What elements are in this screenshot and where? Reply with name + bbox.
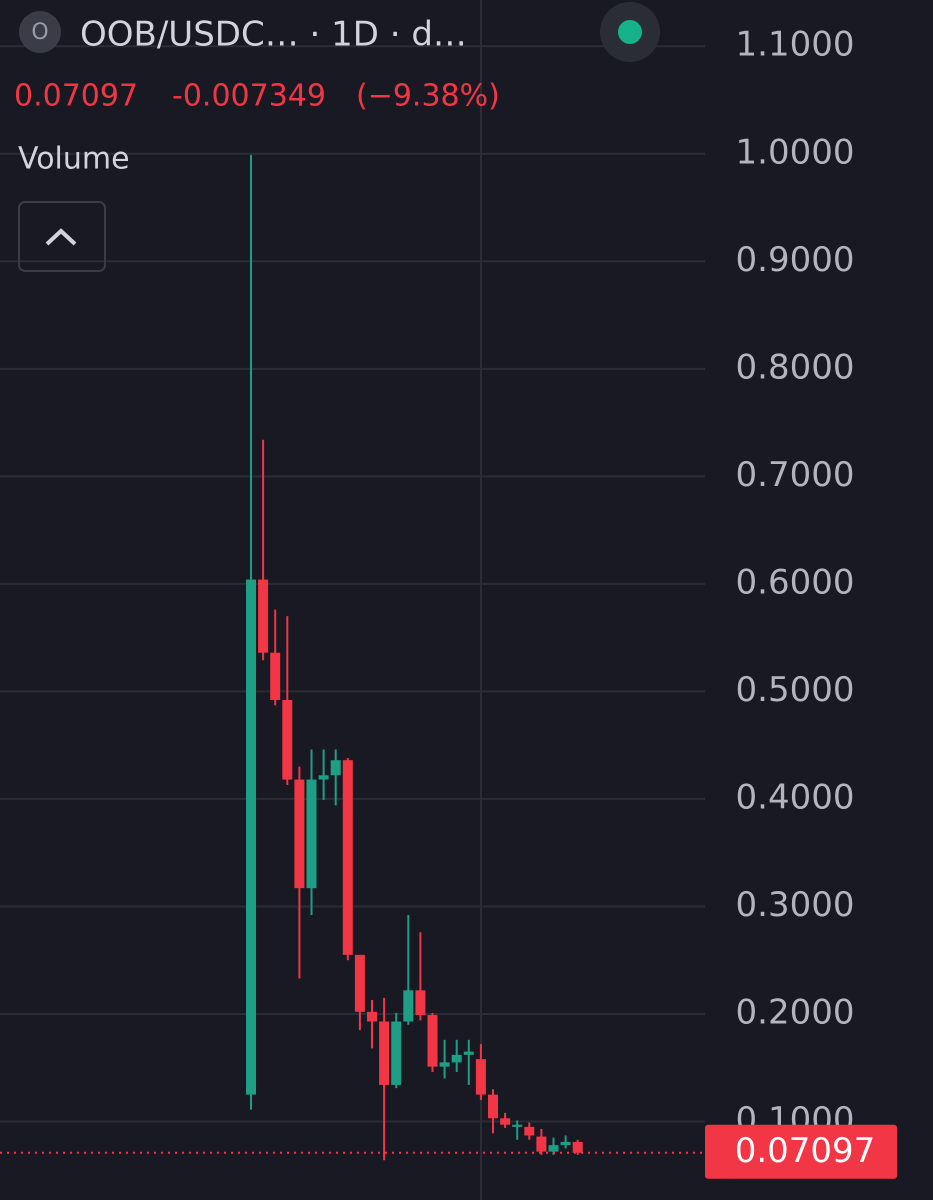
indicator-label: Volume	[18, 142, 130, 177]
candle-body	[439, 1062, 450, 1067]
y-tick-label: 0.2000	[736, 992, 855, 1032]
candle-body	[536, 1136, 547, 1152]
price-tag: 0.07097	[705, 1124, 897, 1179]
candle-body	[560, 1141, 571, 1146]
y-axis: 0.10000.20000.30000.40000.50000.60000.70…	[736, 25, 855, 1140]
y-tick-label: 0.6000	[736, 562, 855, 602]
price-tag-label: 0.07097	[735, 1131, 876, 1171]
candle-body	[306, 779, 317, 889]
candle-body	[294, 779, 305, 889]
candle-body	[572, 1141, 583, 1153]
y-tick-label: 0.3000	[736, 885, 855, 925]
candle-body	[318, 775, 329, 780]
candle-body	[367, 1011, 377, 1022]
last-price: 0.07097	[14, 79, 138, 114]
candle-body	[258, 579, 269, 653]
candle-body	[415, 990, 426, 1016]
candle-body	[512, 1124, 523, 1127]
y-tick-label: 0.4000	[736, 777, 855, 817]
price-change-pct: (−9.38%)	[356, 79, 500, 114]
symbol-icon-letter: O	[31, 20, 48, 45]
y-tick-label: 1.1000	[736, 25, 855, 65]
y-tick-label: 0.9000	[736, 240, 855, 280]
candle-body	[379, 1021, 390, 1085]
y-tick-label: 0.8000	[736, 347, 855, 387]
collapse-button[interactable]	[18, 201, 106, 272]
chevron-icon	[45, 228, 77, 246]
candle-body	[246, 579, 256, 1095]
candle-body	[500, 1118, 511, 1125]
price-change: -0.007349	[172, 79, 326, 114]
candle-body	[282, 700, 293, 780]
candle-body	[427, 1015, 438, 1067]
candle-body	[451, 1054, 462, 1063]
symbol-title[interactable]: OOB/USDC… · 1D · d…	[80, 15, 467, 55]
candle-body	[524, 1126, 535, 1136]
candle-body	[488, 1094, 498, 1119]
y-tick-label: 0.7000	[736, 455, 855, 495]
candle-body	[330, 760, 341, 776]
candle-body	[270, 652, 281, 700]
y-tick-label: 0.5000	[736, 670, 855, 710]
y-tick-label: 1.0000	[736, 132, 855, 172]
candle-body	[391, 1021, 402, 1085]
candle-body	[342, 760, 353, 955]
plot	[0, 154, 705, 1161]
status-dot	[618, 20, 642, 44]
candle-body	[403, 990, 414, 1022]
grid	[0, 0, 705, 1200]
candle-body	[463, 1051, 474, 1055]
price-tag-box	[705, 1124, 897, 1179]
symbol-icon[interactable]	[19, 11, 61, 53]
candle-body	[475, 1059, 486, 1095]
candle-body	[354, 954, 365, 1012]
candle-body	[548, 1145, 559, 1152]
